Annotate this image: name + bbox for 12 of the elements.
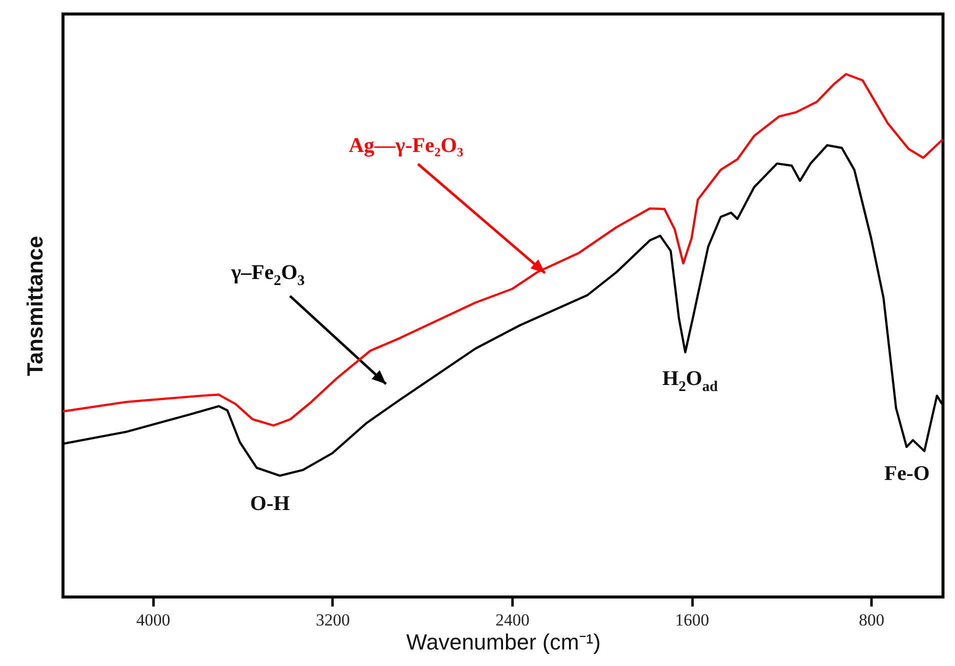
x-tick-label: 800 bbox=[858, 610, 884, 630]
x-tick-label: 1600 bbox=[675, 610, 710, 630]
x-axis-title: Wavenumber (cm⁻¹) bbox=[406, 630, 601, 654]
x-tick-label: 4000 bbox=[136, 610, 170, 630]
text: Ag—γ-Fe₂O₃ bbox=[348, 132, 464, 157]
annotation: H$_{2}$O$_{ad}$ bbox=[662, 366, 718, 396]
annotation: Fe-O bbox=[884, 460, 930, 485]
annotation: O-H bbox=[250, 490, 290, 515]
x-tick-label: 3200 bbox=[316, 610, 350, 630]
text: γ–Fe$_{2}$O$_{3}$ bbox=[230, 260, 305, 290]
x-tick-label: 2400 bbox=[495, 610, 530, 630]
y-axis-title: Tansmittance bbox=[22, 236, 48, 376]
